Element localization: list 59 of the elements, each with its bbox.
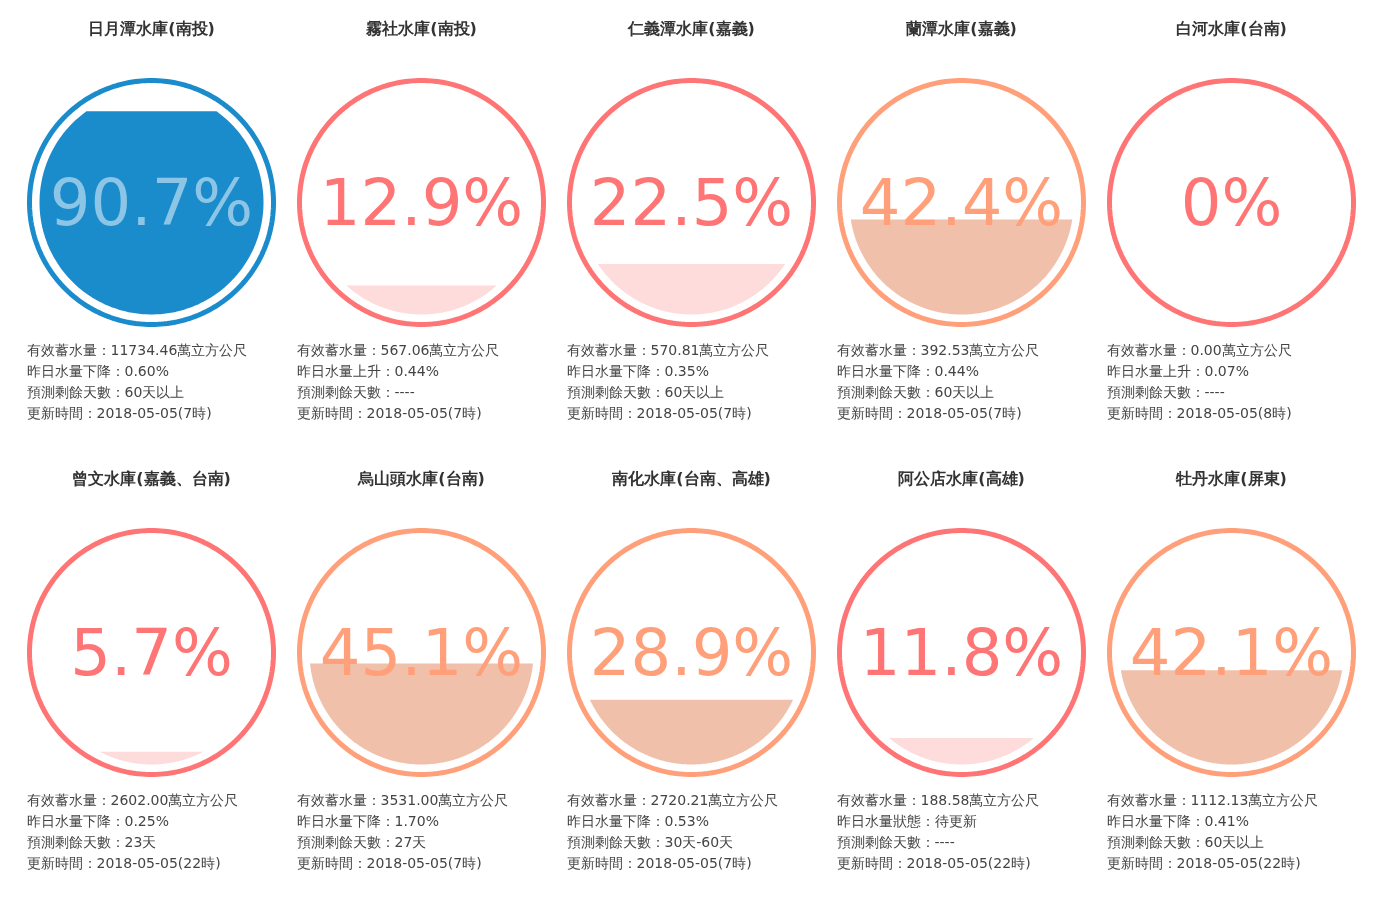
text: 有效蓄水量：392.53萬立方公尺 xyxy=(836,341,1040,358)
text: 日月潭水庫(南投) xyxy=(88,19,215,38)
data-label: 0% xyxy=(1180,165,1283,240)
text: 牡丹水庫(屏東) xyxy=(1175,469,1287,488)
text: 昨日水量下降：0.53% xyxy=(566,812,709,829)
text: 有效蓄水量：567.06萬立方公尺 xyxy=(296,341,500,358)
text: 預測剩餘天數：60天以上 xyxy=(566,383,725,400)
text: 預測剩餘天數：23天 xyxy=(26,833,157,850)
text: 昨日水量下降：0.60% xyxy=(26,362,169,379)
text: 預測剩餘天數：60天以上 xyxy=(1106,833,1265,850)
text: 阿公店水庫(高雄) xyxy=(898,469,1025,488)
text: 更新時間：2018-05-05(7時) xyxy=(296,404,482,421)
data-label: 11.8% xyxy=(859,615,1064,690)
text: 有效蓄水量：2602.00萬立方公尺 xyxy=(26,791,239,808)
text: 昨日水量上升：0.07% xyxy=(1106,362,1249,379)
text: 預測剩餘天數：---- xyxy=(296,383,415,400)
text: 更新時間：2018-05-05(22時) xyxy=(26,854,221,871)
text: 更新時間：2018-05-05(7時) xyxy=(566,854,752,871)
text: 蘭潭水庫(嘉義) xyxy=(905,19,1017,38)
text: 預測剩餘天數：60天以上 xyxy=(836,383,995,400)
data-label: 28.9% xyxy=(589,615,794,690)
text: 曾文水庫(嘉義、台南) xyxy=(72,469,231,488)
text: 昨日水量狀態：待更新 xyxy=(836,812,977,829)
data-label: 90.7% xyxy=(49,165,254,240)
text: 有效蓄水量：2720.21萬立方公尺 xyxy=(566,791,779,808)
text: 預測剩餘天數：---- xyxy=(1106,383,1225,400)
text: 更新時間：2018-05-05(7時) xyxy=(836,404,1022,421)
data-label: 22.5% xyxy=(589,165,794,240)
data-label: 42.4% xyxy=(859,165,1064,240)
text: 預測剩餘天數：30天-60天 xyxy=(566,833,734,850)
text: 昨日水量下降：1.70% xyxy=(296,812,439,829)
text: 更新時間：2018-05-05(7時) xyxy=(566,404,752,421)
text: 昨日水量下降：0.41% xyxy=(1106,812,1249,829)
text: 更新時間：2018-05-05(7時) xyxy=(296,854,482,871)
text: 烏山頭水庫(台南) xyxy=(357,469,485,488)
text: 仁義潭水庫(嘉義) xyxy=(627,19,755,38)
text: 預測剩餘天數：60天以上 xyxy=(26,383,185,400)
text: 更新時間：2018-05-05(8時) xyxy=(1106,404,1292,421)
text: 有效蓄水量：3531.00萬立方公尺 xyxy=(296,791,509,808)
text: 有效蓄水量：11734.46萬立方公尺 xyxy=(26,341,248,358)
text: 預測剩餘天數：---- xyxy=(836,833,955,850)
text: 昨日水量上升：0.44% xyxy=(296,362,439,379)
text: 有效蓄水量：188.58萬立方公尺 xyxy=(836,791,1040,808)
text: 預測剩餘天數：27天 xyxy=(296,833,427,850)
text: 更新時間：2018-05-05(7時) xyxy=(26,404,212,421)
text: 南化水庫(台南、高雄) xyxy=(611,469,771,488)
data-label: 12.9% xyxy=(319,165,524,240)
text: 昨日水量下降：0.25% xyxy=(26,812,169,829)
text: 昨日水量下降：0.44% xyxy=(836,362,979,379)
text: 白河水庫(台南) xyxy=(1176,19,1287,38)
text: 更新時間：2018-05-05(22時) xyxy=(836,854,1031,871)
text: 有效蓄水量：0.00萬立方公尺 xyxy=(1106,341,1292,358)
text: 有效蓄水量：570.81萬立方公尺 xyxy=(566,341,770,358)
data-label: 42.1% xyxy=(1129,615,1334,690)
data-label: 5.7% xyxy=(70,615,233,690)
text: 昨日水量下降：0.35% xyxy=(566,362,709,379)
text: 有效蓄水量：1112.13萬立方公尺 xyxy=(1106,791,1319,808)
text: 霧社水庫(南投) xyxy=(365,19,477,38)
text: 更新時間：2018-05-05(22時) xyxy=(1106,854,1301,871)
